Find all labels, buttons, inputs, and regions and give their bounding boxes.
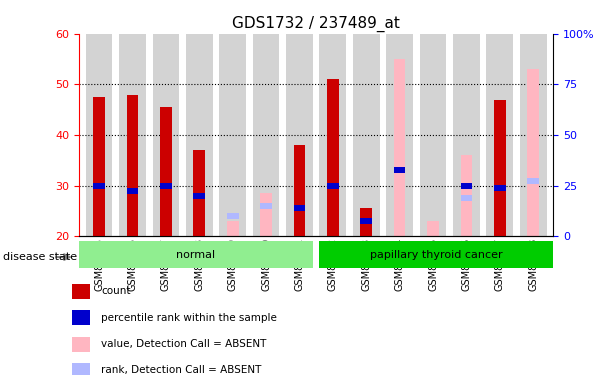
Text: papillary thyroid cancer: papillary thyroid cancer	[370, 250, 503, 259]
Bar	[72, 284, 90, 299]
Text: count: count	[101, 286, 131, 297]
Bar	[353, 34, 379, 236]
Bar	[327, 80, 339, 236]
Bar	[227, 221, 238, 236]
Bar	[253, 34, 280, 236]
Bar	[119, 34, 146, 236]
Bar	[126, 94, 138, 236]
Bar	[386, 34, 413, 236]
Bar	[494, 100, 506, 236]
Bar	[160, 183, 171, 189]
Bar	[486, 34, 513, 236]
Bar	[420, 34, 446, 236]
Bar	[260, 203, 272, 209]
Text: value, Detection Call = ABSENT: value, Detection Call = ABSENT	[101, 339, 266, 349]
Bar	[527, 69, 539, 236]
Bar	[294, 206, 305, 212]
Text: disease state: disease state	[3, 252, 77, 262]
Bar	[126, 188, 138, 194]
Bar	[327, 183, 339, 189]
Title: GDS1732 / 237489_at: GDS1732 / 237489_at	[232, 16, 400, 32]
Bar	[227, 213, 238, 219]
Bar	[72, 310, 90, 326]
Bar	[86, 34, 112, 236]
Bar	[361, 218, 372, 224]
Bar	[193, 150, 205, 236]
Bar	[294, 145, 305, 236]
Bar	[153, 34, 179, 236]
Text: normal: normal	[176, 250, 215, 259]
Bar	[319, 241, 553, 268]
Bar	[93, 183, 105, 189]
Bar	[72, 336, 90, 352]
Bar	[520, 34, 547, 236]
Bar	[494, 185, 506, 191]
Bar	[527, 177, 539, 184]
Text: rank, Detection Call = ABSENT: rank, Detection Call = ABSENT	[101, 366, 261, 375]
Bar	[453, 34, 480, 236]
Bar	[461, 183, 472, 189]
Text: percentile rank within the sample: percentile rank within the sample	[101, 313, 277, 323]
Bar	[193, 193, 205, 199]
Bar	[394, 167, 406, 174]
Bar	[427, 221, 439, 236]
Bar	[394, 59, 406, 236]
Bar	[186, 34, 213, 236]
Bar	[461, 195, 472, 201]
Bar	[160, 107, 171, 236]
Bar	[93, 97, 105, 236]
Bar	[219, 34, 246, 236]
Bar	[72, 363, 90, 375]
Bar	[361, 209, 372, 236]
Bar	[286, 34, 313, 236]
Bar	[79, 241, 313, 268]
Bar	[461, 155, 472, 236]
Bar	[319, 34, 346, 236]
Bar	[260, 193, 272, 236]
